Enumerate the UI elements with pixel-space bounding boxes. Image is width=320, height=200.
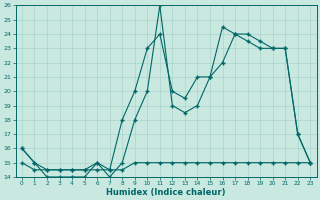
X-axis label: Humidex (Indice chaleur): Humidex (Indice chaleur) <box>106 188 226 197</box>
